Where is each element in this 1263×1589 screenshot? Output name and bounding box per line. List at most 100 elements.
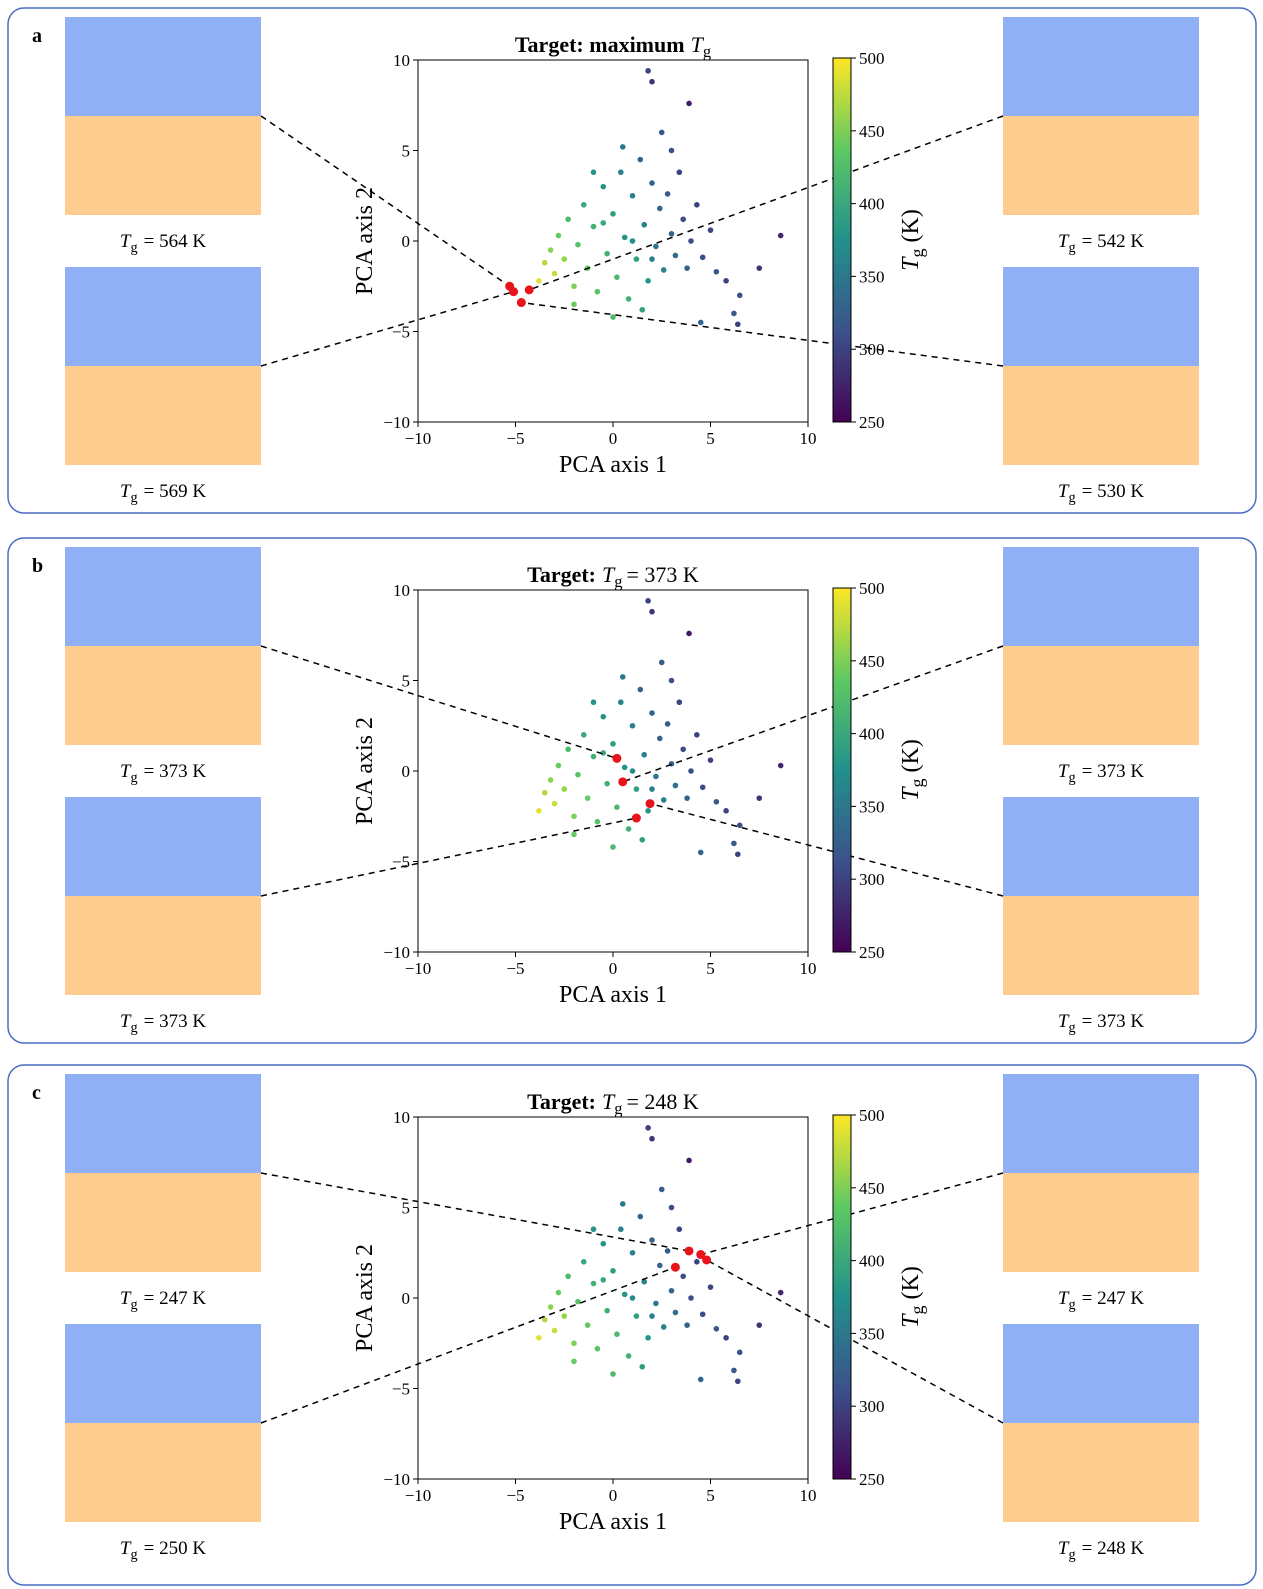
colorbar-tick-label: 400 bbox=[859, 1252, 885, 1271]
data-point bbox=[645, 598, 651, 604]
x-axis-label: PCA axis 1 bbox=[559, 1509, 667, 1535]
data-point bbox=[756, 795, 763, 801]
data-point bbox=[618, 169, 624, 176]
tg-value: = 373 K bbox=[144, 761, 207, 782]
data-point bbox=[735, 1378, 741, 1385]
data-point bbox=[610, 1371, 616, 1377]
molecule-box-bottom bbox=[65, 366, 261, 465]
molecule-box-bottom bbox=[1003, 1423, 1199, 1522]
y-tick-label: 5 bbox=[402, 672, 411, 691]
data-point bbox=[694, 202, 700, 208]
tg-symbol: T bbox=[120, 481, 132, 502]
data-point bbox=[551, 1327, 558, 1334]
data-point bbox=[680, 1273, 686, 1280]
data-point bbox=[723, 278, 729, 284]
data-point bbox=[694, 1259, 700, 1265]
tg-value: = 564 K bbox=[144, 231, 207, 252]
selected-point bbox=[684, 1246, 694, 1256]
molecule-label: Tg = 564 K bbox=[120, 231, 206, 256]
data-point bbox=[629, 192, 636, 199]
data-point bbox=[600, 220, 607, 226]
data-point bbox=[649, 1313, 655, 1319]
data-point bbox=[664, 191, 671, 197]
data-point bbox=[777, 232, 784, 239]
tg-subscript: g bbox=[131, 770, 138, 786]
colorbar-tick-label: 500 bbox=[859, 1106, 885, 1125]
tg-symbol: T bbox=[1058, 481, 1070, 502]
data-point bbox=[649, 786, 655, 792]
data-point bbox=[614, 274, 620, 281]
data-point bbox=[680, 216, 686, 223]
colorbar bbox=[832, 1114, 852, 1480]
data-point bbox=[641, 1278, 647, 1285]
data-point bbox=[707, 1284, 714, 1290]
data-point bbox=[580, 732, 587, 738]
molecule-box-top bbox=[1003, 1324, 1199, 1423]
data-point bbox=[645, 278, 651, 284]
colorbar-tick-label: 300 bbox=[859, 340, 885, 359]
tg-subscript: g bbox=[1069, 1020, 1076, 1036]
data-point bbox=[686, 1157, 692, 1164]
data-point bbox=[551, 270, 558, 277]
y-tick-label: 10 bbox=[393, 1108, 410, 1127]
data-point bbox=[541, 789, 548, 796]
title-prefix: Target: maximum bbox=[515, 32, 685, 57]
data-point bbox=[600, 1277, 607, 1283]
molecule-label: Tg = 569 K bbox=[120, 481, 206, 506]
data-point bbox=[777, 762, 784, 769]
colorbar-tick-label: 250 bbox=[859, 413, 885, 432]
data-point bbox=[664, 1248, 671, 1254]
data-point bbox=[594, 818, 601, 825]
panel-border bbox=[7, 7, 1257, 514]
data-point bbox=[676, 699, 683, 706]
y-axis-label: PCA axis 2 bbox=[352, 1244, 378, 1352]
data-point bbox=[575, 241, 581, 248]
data-point bbox=[584, 1322, 591, 1328]
chart-title: Target: Tg = 248 K bbox=[527, 1089, 699, 1118]
data-point bbox=[590, 169, 597, 176]
molecule-box-bottom bbox=[65, 896, 261, 995]
data-point bbox=[686, 630, 692, 637]
data-point bbox=[610, 844, 616, 850]
data-point bbox=[555, 232, 562, 239]
data-point bbox=[536, 278, 542, 284]
selected-point bbox=[516, 298, 526, 308]
x-tick-label: 10 bbox=[800, 429, 817, 448]
data-point bbox=[575, 771, 581, 778]
data-point bbox=[561, 256, 568, 262]
data-point bbox=[571, 301, 577, 308]
data-point bbox=[653, 243, 659, 250]
y-tick-label: 10 bbox=[393, 581, 410, 600]
data-point bbox=[641, 751, 647, 758]
molecule-label: Tg = 373 K bbox=[1058, 761, 1144, 786]
data-point bbox=[735, 851, 741, 858]
data-point bbox=[621, 764, 628, 771]
data-point bbox=[668, 230, 675, 237]
x-tick-label: −5 bbox=[506, 429, 524, 448]
tg-value: = 373 K bbox=[1082, 761, 1145, 782]
tg-value: = 247 K bbox=[1082, 1288, 1145, 1309]
tg-symbol: T bbox=[898, 1313, 924, 1328]
y-tick-label: 0 bbox=[402, 232, 411, 251]
tg-symbol: T bbox=[120, 1288, 132, 1309]
data-point bbox=[645, 1335, 651, 1341]
x-tick-label: 5 bbox=[706, 429, 715, 448]
data-point bbox=[604, 250, 610, 257]
selected-point bbox=[618, 777, 628, 787]
x-tick-label: −10 bbox=[405, 1486, 432, 1505]
data-point bbox=[735, 321, 741, 328]
colorbar bbox=[832, 57, 852, 423]
data-point bbox=[658, 659, 665, 666]
leader-line bbox=[700, 1172, 1004, 1256]
tg-subscript: g bbox=[907, 778, 927, 787]
data-point bbox=[547, 247, 554, 253]
tg-subscript: g bbox=[703, 42, 711, 61]
data-point bbox=[639, 836, 646, 843]
tg-subscript: g bbox=[1069, 240, 1076, 256]
data-point bbox=[604, 1307, 610, 1314]
data-point bbox=[658, 129, 665, 136]
data-point bbox=[637, 156, 644, 163]
data-point bbox=[697, 319, 704, 326]
data-point bbox=[610, 1268, 616, 1274]
